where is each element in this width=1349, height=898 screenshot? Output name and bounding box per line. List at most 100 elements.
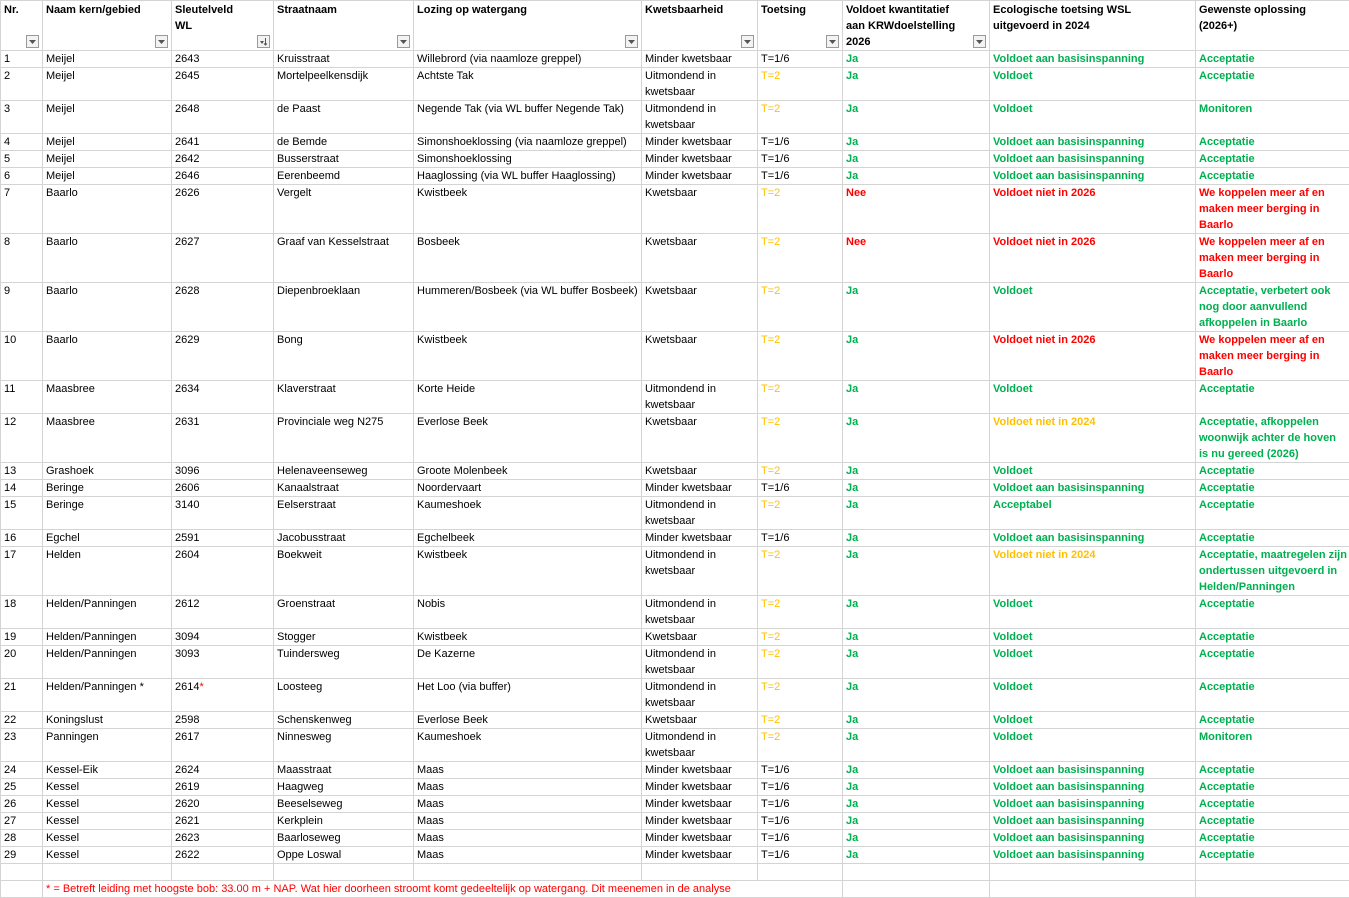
cell-kwetsbaarheid[interactable]: Minder kwetsbaar [642, 530, 758, 547]
cell-krw[interactable]: Ja [843, 463, 990, 480]
filter-dropdown-icon[interactable] [826, 35, 839, 48]
cell-ecologisch[interactable]: Voldoet niet in 2024 [990, 547, 1196, 596]
cell-krw[interactable]: Ja [843, 646, 990, 679]
cell-krw[interactable]: Ja [843, 779, 990, 796]
cell-kern[interactable]: Beringe [43, 497, 172, 530]
cell-toetsing[interactable]: T=2 [758, 414, 843, 463]
cell-ecologisch[interactable]: Voldoet aan basisinspanning [990, 168, 1196, 185]
cell-ecologisch[interactable]: Voldoet niet in 2026 [990, 332, 1196, 381]
cell-krw[interactable]: Ja [843, 414, 990, 463]
cell-lozing[interactable]: Kaumeshoek [414, 729, 642, 762]
cell-kwetsbaarheid[interactable]: Minder kwetsbaar [642, 762, 758, 779]
cell-toetsing[interactable]: T=1/6 [758, 830, 843, 847]
cell-kern[interactable]: Kessel [43, 796, 172, 813]
cell-nr[interactable]: 28 [1, 830, 43, 847]
cell-nr[interactable]: 10 [1, 332, 43, 381]
cell-ecologisch[interactable]: Voldoet aan basisinspanning [990, 530, 1196, 547]
cell-oplossing[interactable]: Monitoren [1196, 101, 1349, 134]
cell-nr[interactable]: 16 [1, 530, 43, 547]
cell-nr[interactable]: 24 [1, 762, 43, 779]
cell-sleutelveld[interactable]: 2642 [172, 151, 274, 168]
cell-nr[interactable]: 19 [1, 629, 43, 646]
cell-straatnaam[interactable]: Maasstraat [274, 762, 414, 779]
cell-kern[interactable]: Panningen [43, 729, 172, 762]
cell-toetsing[interactable]: T=2 [758, 547, 843, 596]
cell-oplossing[interactable]: Acceptatie [1196, 646, 1349, 679]
cell-toetsing[interactable]: T=2 [758, 234, 843, 283]
cell-ecologisch[interactable]: Voldoet [990, 463, 1196, 480]
cell-kern[interactable]: Helden/Panningen [43, 629, 172, 646]
cell-krw[interactable]: Ja [843, 629, 990, 646]
cell-sleutelveld[interactable]: 2641 [172, 134, 274, 151]
cell-krw[interactable]: Ja [843, 712, 990, 729]
cell-kwetsbaarheid[interactable]: Minder kwetsbaar [642, 134, 758, 151]
cell-kwetsbaarheid[interactable]: Uitmondend in kwetsbaar [642, 101, 758, 134]
cell-kern[interactable]: Meijel [43, 151, 172, 168]
cell-straatnaam[interactable]: Boekweit [274, 547, 414, 596]
cell-oplossing[interactable]: Monitoren [1196, 729, 1349, 762]
cell-ecologisch[interactable]: Voldoet niet in 2026 [990, 185, 1196, 234]
cell-lozing[interactable]: Kwistbeek [414, 185, 642, 234]
cell-straatnaam[interactable]: Mortelpeelkensdijk [274, 68, 414, 101]
cell-kern[interactable]: Kessel [43, 779, 172, 796]
cell-lozing[interactable]: Haaglossing (via WL buffer Haaglossing) [414, 168, 642, 185]
empty-cell[interactable] [990, 864, 1196, 881]
cell-kwetsbaarheid[interactable]: Minder kwetsbaar [642, 51, 758, 68]
filter-dropdown-icon[interactable] [397, 35, 410, 48]
cell-nr[interactable]: 12 [1, 414, 43, 463]
cell-nr[interactable]: 18 [1, 596, 43, 629]
cell-lozing[interactable]: Simonshoeklossing (via naamloze greppel) [414, 134, 642, 151]
cell-kern[interactable]: Meijel [43, 101, 172, 134]
cell-lozing[interactable]: Nobis [414, 596, 642, 629]
cell-krw[interactable]: Ja [843, 847, 990, 864]
cell-oplossing[interactable]: Acceptatie [1196, 712, 1349, 729]
cell-krw[interactable]: Ja [843, 51, 990, 68]
filter-dropdown-icon[interactable] [973, 35, 986, 48]
cell-kwetsbaarheid[interactable]: Minder kwetsbaar [642, 480, 758, 497]
cell-sleutelveld[interactable]: 2648 [172, 101, 274, 134]
cell-oplossing[interactable]: Acceptatie, afkoppelen woonwijk achter d… [1196, 414, 1349, 463]
cell-toetsing[interactable]: T=1/6 [758, 762, 843, 779]
cell-straatnaam[interactable]: Tuindersweg [274, 646, 414, 679]
cell-ecologisch[interactable]: Voldoet aan basisinspanning [990, 762, 1196, 779]
cell-lozing[interactable]: Simonshoeklossing [414, 151, 642, 168]
cell-kern[interactable]: Kessel [43, 847, 172, 864]
cell-sleutelveld[interactable]: 2627 [172, 234, 274, 283]
cell-toetsing[interactable]: T=1/6 [758, 134, 843, 151]
cell-lozing[interactable]: Egchelbeek [414, 530, 642, 547]
cell-kern[interactable]: Maasbree [43, 414, 172, 463]
cell-kern[interactable]: Meijel [43, 68, 172, 101]
cell-kern[interactable]: Helden/Panningen [43, 596, 172, 629]
cell-sleutelveld[interactable]: 2629 [172, 332, 274, 381]
cell-straatnaam[interactable]: Oppe Loswal [274, 847, 414, 864]
cell-toetsing[interactable]: T=1/6 [758, 813, 843, 830]
cell-krw[interactable]: Ja [843, 168, 990, 185]
cell-toetsing[interactable]: T=2 [758, 646, 843, 679]
cell-krw[interactable]: Ja [843, 480, 990, 497]
cell-oplossing[interactable]: Acceptatie [1196, 847, 1349, 864]
cell-oplossing[interactable]: Acceptatie [1196, 796, 1349, 813]
cell-sleutelveld[interactable]: 2646 [172, 168, 274, 185]
empty-cell[interactable] [43, 864, 172, 881]
cell-oplossing[interactable]: Acceptatie [1196, 762, 1349, 779]
cell-oplossing[interactable]: Acceptatie [1196, 480, 1349, 497]
cell-sleutelveld[interactable]: 2626 [172, 185, 274, 234]
cell-straatnaam[interactable]: Klaverstraat [274, 381, 414, 414]
cell-lozing[interactable]: Groote Molenbeek [414, 463, 642, 480]
empty-cell[interactable] [758, 864, 843, 881]
cell-toetsing[interactable]: T=2 [758, 596, 843, 629]
cell-lozing[interactable]: Noordervaart [414, 480, 642, 497]
cell-straatnaam[interactable]: Loosteeg [274, 679, 414, 712]
cell-kern[interactable]: Baarlo [43, 234, 172, 283]
cell-nr[interactable]: 26 [1, 796, 43, 813]
cell-lozing[interactable]: Kwistbeek [414, 547, 642, 596]
cell-oplossing[interactable]: Acceptatie [1196, 168, 1349, 185]
cell-kwetsbaarheid[interactable]: Uitmondend in kwetsbaar [642, 68, 758, 101]
cell-oplossing[interactable]: Acceptatie [1196, 813, 1349, 830]
cell-sleutelveld[interactable]: 2624 [172, 762, 274, 779]
cell-nr[interactable]: 8 [1, 234, 43, 283]
cell-sleutelveld[interactable]: 3094 [172, 629, 274, 646]
cell-ecologisch[interactable]: Voldoet [990, 381, 1196, 414]
cell-kwetsbaarheid[interactable]: Minder kwetsbaar [642, 830, 758, 847]
empty-cell[interactable] [1, 864, 43, 881]
